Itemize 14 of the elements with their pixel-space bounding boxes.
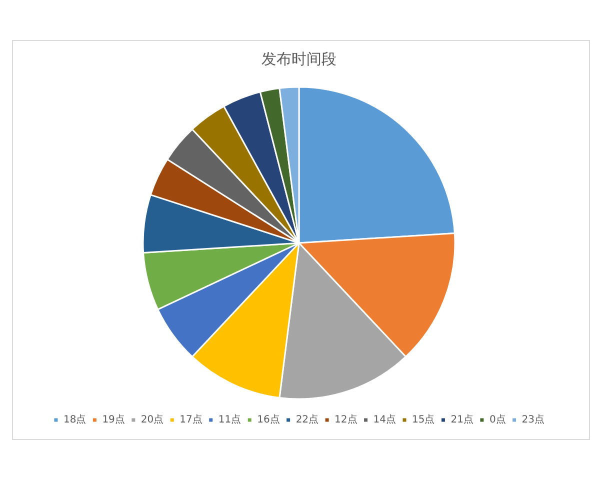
legend-label: 22点	[296, 414, 319, 426]
legend-label: 18点	[63, 414, 86, 426]
legend-label: 0点	[489, 414, 506, 426]
legend-label: 17点	[180, 414, 202, 426]
legend-label: 11点	[218, 414, 242, 426]
legend-label: 19点	[102, 414, 125, 426]
legend-label: 15点	[412, 414, 435, 426]
legend-label: 14点	[373, 414, 396, 426]
legend-label: 16点	[257, 414, 280, 426]
legend-label: 12点	[334, 414, 358, 426]
legend-label: 21点	[450, 414, 474, 426]
legend-label: 20点	[140, 414, 164, 426]
chart-title: 发布时间段	[262, 50, 336, 68]
legend-label: 23点	[522, 414, 545, 426]
